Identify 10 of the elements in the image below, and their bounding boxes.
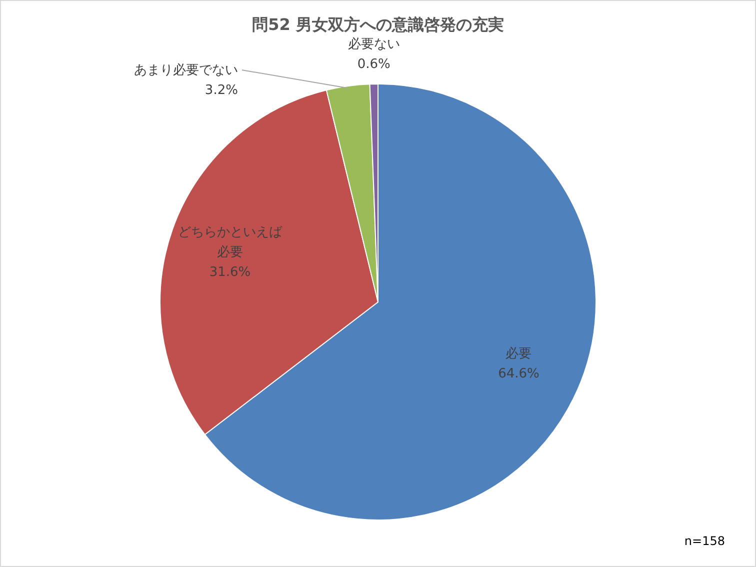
chart-title: 問52 男女双方への意識啓発の充実 xyxy=(252,15,504,34)
slice-label: どちらかといえば必要 xyxy=(178,224,283,260)
slice-label: 必要 xyxy=(506,346,532,362)
data-label: 3.2% xyxy=(204,83,238,98)
text: n=158 xyxy=(684,534,725,548)
slice-label: あまり必要でない xyxy=(134,63,238,78)
data-label: 64.6% xyxy=(498,366,540,382)
data-label: 0.6% xyxy=(357,57,390,72)
slice-label: 必要ない xyxy=(348,37,400,52)
data-label: 31.6% xyxy=(209,264,251,280)
